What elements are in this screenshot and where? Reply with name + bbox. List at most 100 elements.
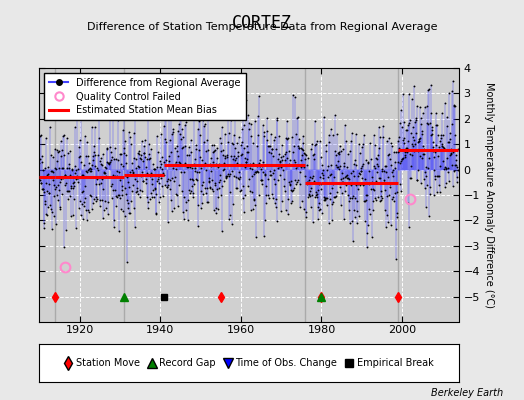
Point [344, 151, 353, 157]
Point [168, 174, 176, 181]
Point [159, 169, 167, 176]
Point [138, 188, 147, 194]
Point [55, 148, 63, 154]
Point [410, 82, 418, 89]
Point [231, 101, 239, 108]
Point [376, 133, 384, 140]
Point [279, 161, 287, 168]
Point [237, 139, 246, 145]
Point [372, 178, 380, 184]
Point [353, 208, 361, 214]
Point [200, 122, 209, 129]
Point [291, 158, 299, 165]
Point [379, 168, 388, 174]
Point [173, 203, 182, 209]
Point [238, 112, 247, 118]
Point [176, 160, 184, 166]
Point [293, 178, 301, 185]
Point [245, 119, 253, 126]
Point [105, 160, 113, 167]
Point [67, 184, 75, 191]
Point [453, 174, 461, 180]
Point [99, 151, 107, 158]
Point [38, 186, 46, 192]
Point [171, 190, 180, 197]
Point [186, 164, 194, 170]
Point [295, 145, 303, 152]
Point [152, 178, 161, 184]
Point [255, 160, 264, 167]
Point [119, 208, 127, 214]
Point [388, 169, 397, 176]
Point [304, 177, 313, 184]
Point [128, 167, 136, 173]
Point [249, 196, 258, 203]
Point [351, 214, 359, 220]
Point [161, 104, 169, 111]
Point [53, 146, 62, 153]
Point [124, 179, 132, 185]
Point [323, 202, 331, 208]
Point [43, 188, 51, 194]
Point [423, 165, 432, 171]
Point [359, 141, 368, 148]
Point [384, 174, 392, 180]
Point [300, 206, 309, 212]
Point [374, 194, 383, 200]
Point [208, 142, 216, 148]
Point [322, 195, 331, 201]
Point [376, 197, 385, 203]
Point [228, 156, 237, 162]
Point [354, 181, 362, 187]
Point [325, 190, 334, 196]
Point [38, 159, 47, 166]
Point [383, 192, 391, 199]
Point [163, 218, 172, 225]
Point [243, 156, 252, 162]
Point [107, 195, 116, 201]
Point [211, 182, 220, 188]
Point [242, 158, 250, 165]
Point [151, 210, 160, 216]
Point [108, 180, 116, 187]
Point [92, 194, 100, 200]
Point [115, 151, 124, 158]
Point [432, 122, 441, 128]
Point [212, 160, 221, 167]
Point [199, 117, 208, 123]
Point [129, 154, 138, 161]
Point [189, 194, 198, 200]
Point [445, 130, 454, 136]
Point [206, 155, 215, 161]
Point [424, 155, 433, 162]
Point [384, 219, 392, 225]
Point [285, 178, 293, 185]
Point [72, 225, 81, 232]
Point [58, 164, 67, 171]
Point [80, 161, 88, 168]
Point [436, 138, 444, 144]
Point [422, 164, 430, 170]
Point [319, 172, 328, 178]
Point [39, 224, 48, 231]
Point [44, 204, 52, 211]
Point [297, 164, 305, 170]
Point [71, 167, 80, 174]
Point [226, 171, 235, 178]
Point [394, 137, 402, 144]
Text: 1920: 1920 [66, 325, 94, 335]
Point [150, 166, 158, 172]
Text: Berkeley Earth: Berkeley Earth [431, 388, 503, 398]
Point [305, 188, 314, 194]
Point [139, 178, 148, 184]
Point [300, 150, 309, 157]
Point [62, 164, 71, 171]
Point [293, 115, 301, 121]
Point [259, 169, 267, 175]
Point [253, 143, 261, 150]
Point [332, 152, 340, 158]
Point [380, 178, 388, 185]
Point [367, 179, 376, 185]
Point [333, 164, 341, 170]
Point [79, 188, 87, 194]
